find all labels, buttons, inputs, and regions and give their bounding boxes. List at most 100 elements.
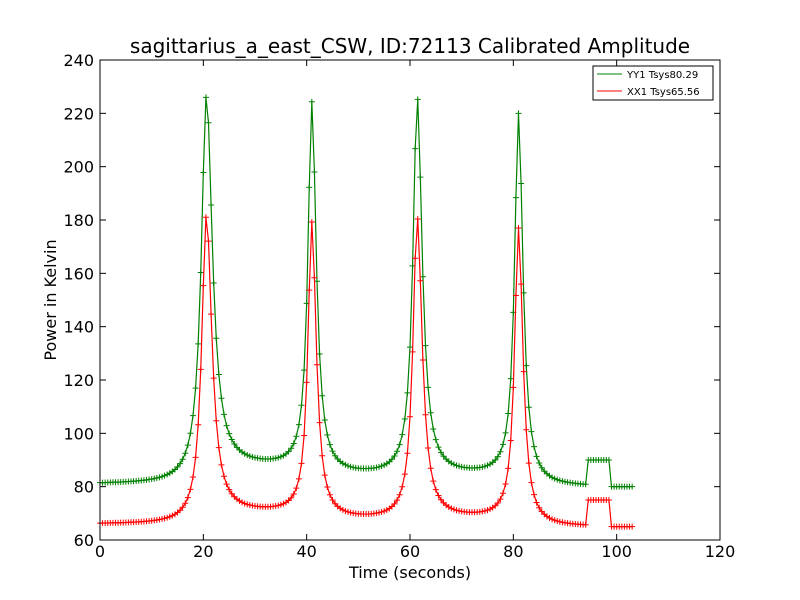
data-point-marker bbox=[197, 269, 204, 276]
data-point-marker bbox=[399, 483, 406, 490]
data-point-marker bbox=[205, 238, 212, 245]
data-point-marker bbox=[404, 450, 411, 457]
data-point-marker bbox=[629, 483, 636, 490]
series-layer bbox=[97, 94, 636, 530]
data-point-marker bbox=[285, 448, 292, 455]
legend-box bbox=[592, 65, 714, 101]
data-point-marker bbox=[401, 471, 408, 478]
data-point-marker bbox=[525, 404, 532, 411]
data-point-marker bbox=[523, 426, 530, 433]
legend-entry-yy1: YY1 Tsys80.29 bbox=[597, 70, 698, 81]
data-point-marker bbox=[407, 413, 413, 420]
data-point-marker bbox=[549, 474, 556, 481]
data-point-marker bbox=[326, 441, 333, 448]
data-point-marker bbox=[159, 516, 165, 523]
data-point-marker bbox=[425, 444, 432, 451]
data-point-marker bbox=[329, 497, 336, 504]
data-point-marker bbox=[494, 500, 501, 507]
data-point-marker bbox=[200, 169, 207, 176]
data-point-marker bbox=[244, 501, 251, 508]
data-point-marker bbox=[231, 440, 238, 447]
data-point-marker bbox=[187, 430, 194, 437]
data-point-marker bbox=[339, 506, 346, 513]
data-point-marker bbox=[510, 384, 517, 391]
data-point-marker bbox=[409, 348, 416, 355]
data-point-marker bbox=[329, 448, 336, 455]
data-point-marker bbox=[376, 463, 382, 470]
data-point-marker bbox=[280, 500, 287, 507]
data-point-marker bbox=[246, 502, 253, 509]
series-0 bbox=[97, 94, 636, 490]
data-point-marker bbox=[484, 462, 491, 469]
data-point-marker bbox=[554, 476, 561, 483]
data-point-marker bbox=[298, 402, 305, 409]
data-point-marker bbox=[425, 384, 432, 391]
data-point-marker bbox=[339, 460, 346, 467]
data-point-marker bbox=[412, 145, 419, 152]
data-point-marker bbox=[182, 500, 189, 507]
y-tick-label: 200 bbox=[63, 158, 94, 177]
x-tick-label: 20 bbox=[193, 542, 213, 561]
data-point-marker bbox=[210, 280, 217, 287]
data-point-marker bbox=[427, 409, 434, 416]
data-point-marker bbox=[453, 462, 460, 469]
y-tick-label: 180 bbox=[63, 211, 94, 230]
data-point-marker bbox=[290, 440, 297, 447]
data-point-marker bbox=[582, 481, 589, 488]
data-point-marker bbox=[378, 509, 385, 516]
data-point-marker bbox=[311, 274, 318, 281]
data-point-marker bbox=[223, 481, 230, 488]
data-point-marker bbox=[440, 453, 447, 460]
data-point-marker bbox=[166, 513, 173, 520]
data-point-marker bbox=[316, 419, 323, 426]
data-point-marker bbox=[285, 497, 292, 504]
data-point-marker bbox=[275, 454, 282, 461]
data-point-marker bbox=[396, 491, 403, 498]
data-point-marker bbox=[306, 287, 313, 294]
data-point-marker bbox=[345, 508, 351, 515]
data-point-marker bbox=[419, 273, 426, 280]
data-point-marker bbox=[293, 433, 300, 440]
x-tick-label: 120 bbox=[705, 542, 736, 561]
data-point-marker bbox=[319, 392, 326, 399]
data-point-marker bbox=[373, 464, 380, 471]
data-point-marker bbox=[605, 497, 612, 503]
data-point-marker bbox=[497, 448, 504, 455]
y-tick-label: 60 bbox=[74, 531, 94, 550]
data-point-marker bbox=[272, 503, 279, 510]
data-point-marker bbox=[244, 452, 251, 459]
data-point-marker bbox=[272, 455, 279, 462]
data-point-marker bbox=[241, 500, 248, 507]
data-point-marker bbox=[582, 521, 589, 528]
data-point-marker bbox=[200, 282, 207, 289]
data-point-marker bbox=[308, 218, 315, 225]
data-point-marker bbox=[422, 411, 429, 418]
data-point-marker bbox=[456, 507, 463, 514]
data-point-marker bbox=[226, 430, 233, 437]
data-point-marker bbox=[479, 508, 486, 515]
legend-label-yy1: YY1 Tsys80.29 bbox=[626, 70, 698, 81]
data-point-marker bbox=[484, 507, 491, 514]
data-point-marker bbox=[417, 174, 424, 181]
data-point-marker bbox=[412, 255, 419, 262]
data-point-marker bbox=[373, 510, 380, 517]
data-point-marker bbox=[481, 463, 488, 470]
data-point-marker bbox=[404, 389, 411, 396]
data-point-marker bbox=[295, 475, 302, 482]
data-point-marker bbox=[332, 500, 339, 507]
data-point-marker bbox=[487, 506, 494, 513]
data-point-marker bbox=[195, 421, 202, 428]
data-point-marker bbox=[450, 461, 457, 468]
data-point-marker bbox=[314, 361, 320, 368]
data-point-marker bbox=[502, 480, 509, 487]
chart-title: sagittarius_a_east_CSW, ID:72113 Calibra… bbox=[130, 34, 690, 58]
data-point-marker bbox=[381, 461, 388, 468]
data-point-marker bbox=[414, 215, 421, 222]
data-point-marker bbox=[195, 340, 202, 347]
data-point-marker bbox=[525, 460, 532, 467]
data-point-marker bbox=[512, 292, 519, 299]
data-point-marker bbox=[275, 502, 282, 509]
data-point-marker bbox=[228, 436, 235, 443]
data-point-marker bbox=[430, 478, 437, 485]
data-point-marker bbox=[252, 454, 258, 461]
